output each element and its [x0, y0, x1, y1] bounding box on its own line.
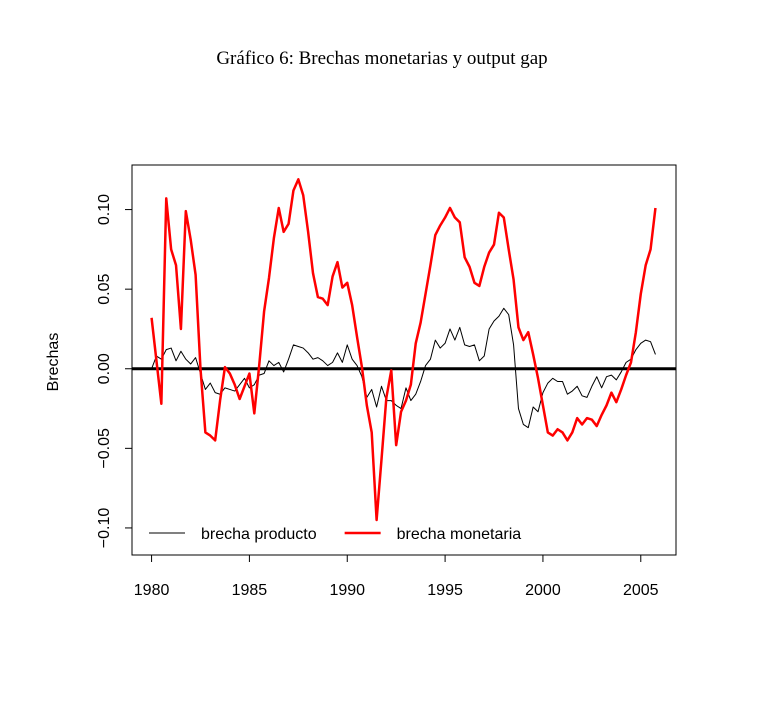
legend-label: brecha monetaria: [397, 526, 522, 543]
legend-label: brecha producto: [201, 526, 317, 543]
y-tick-label: 0.10: [96, 194, 113, 225]
x-tick-label: 1995: [427, 582, 463, 599]
y-tick-label: 0.05: [96, 273, 113, 304]
x-tick-label: 1990: [329, 582, 365, 599]
y-tick-label: −0.05: [96, 428, 113, 469]
chart-title: Gráfico 6: Brechas monetarias y output g…: [216, 48, 547, 69]
x-tick-label: 2005: [623, 582, 659, 599]
series-line: [150, 178, 657, 522]
x-tick-label: 1980: [134, 582, 170, 599]
x-tick-label: 2000: [525, 582, 561, 599]
y-tick-label: −0.10: [96, 508, 113, 549]
x-tick-label: 1985: [232, 582, 268, 599]
y-tick-label: 0.00: [96, 353, 113, 384]
plot-frame: [131, 164, 677, 556]
y-axis-label: Brechas: [45, 333, 62, 392]
